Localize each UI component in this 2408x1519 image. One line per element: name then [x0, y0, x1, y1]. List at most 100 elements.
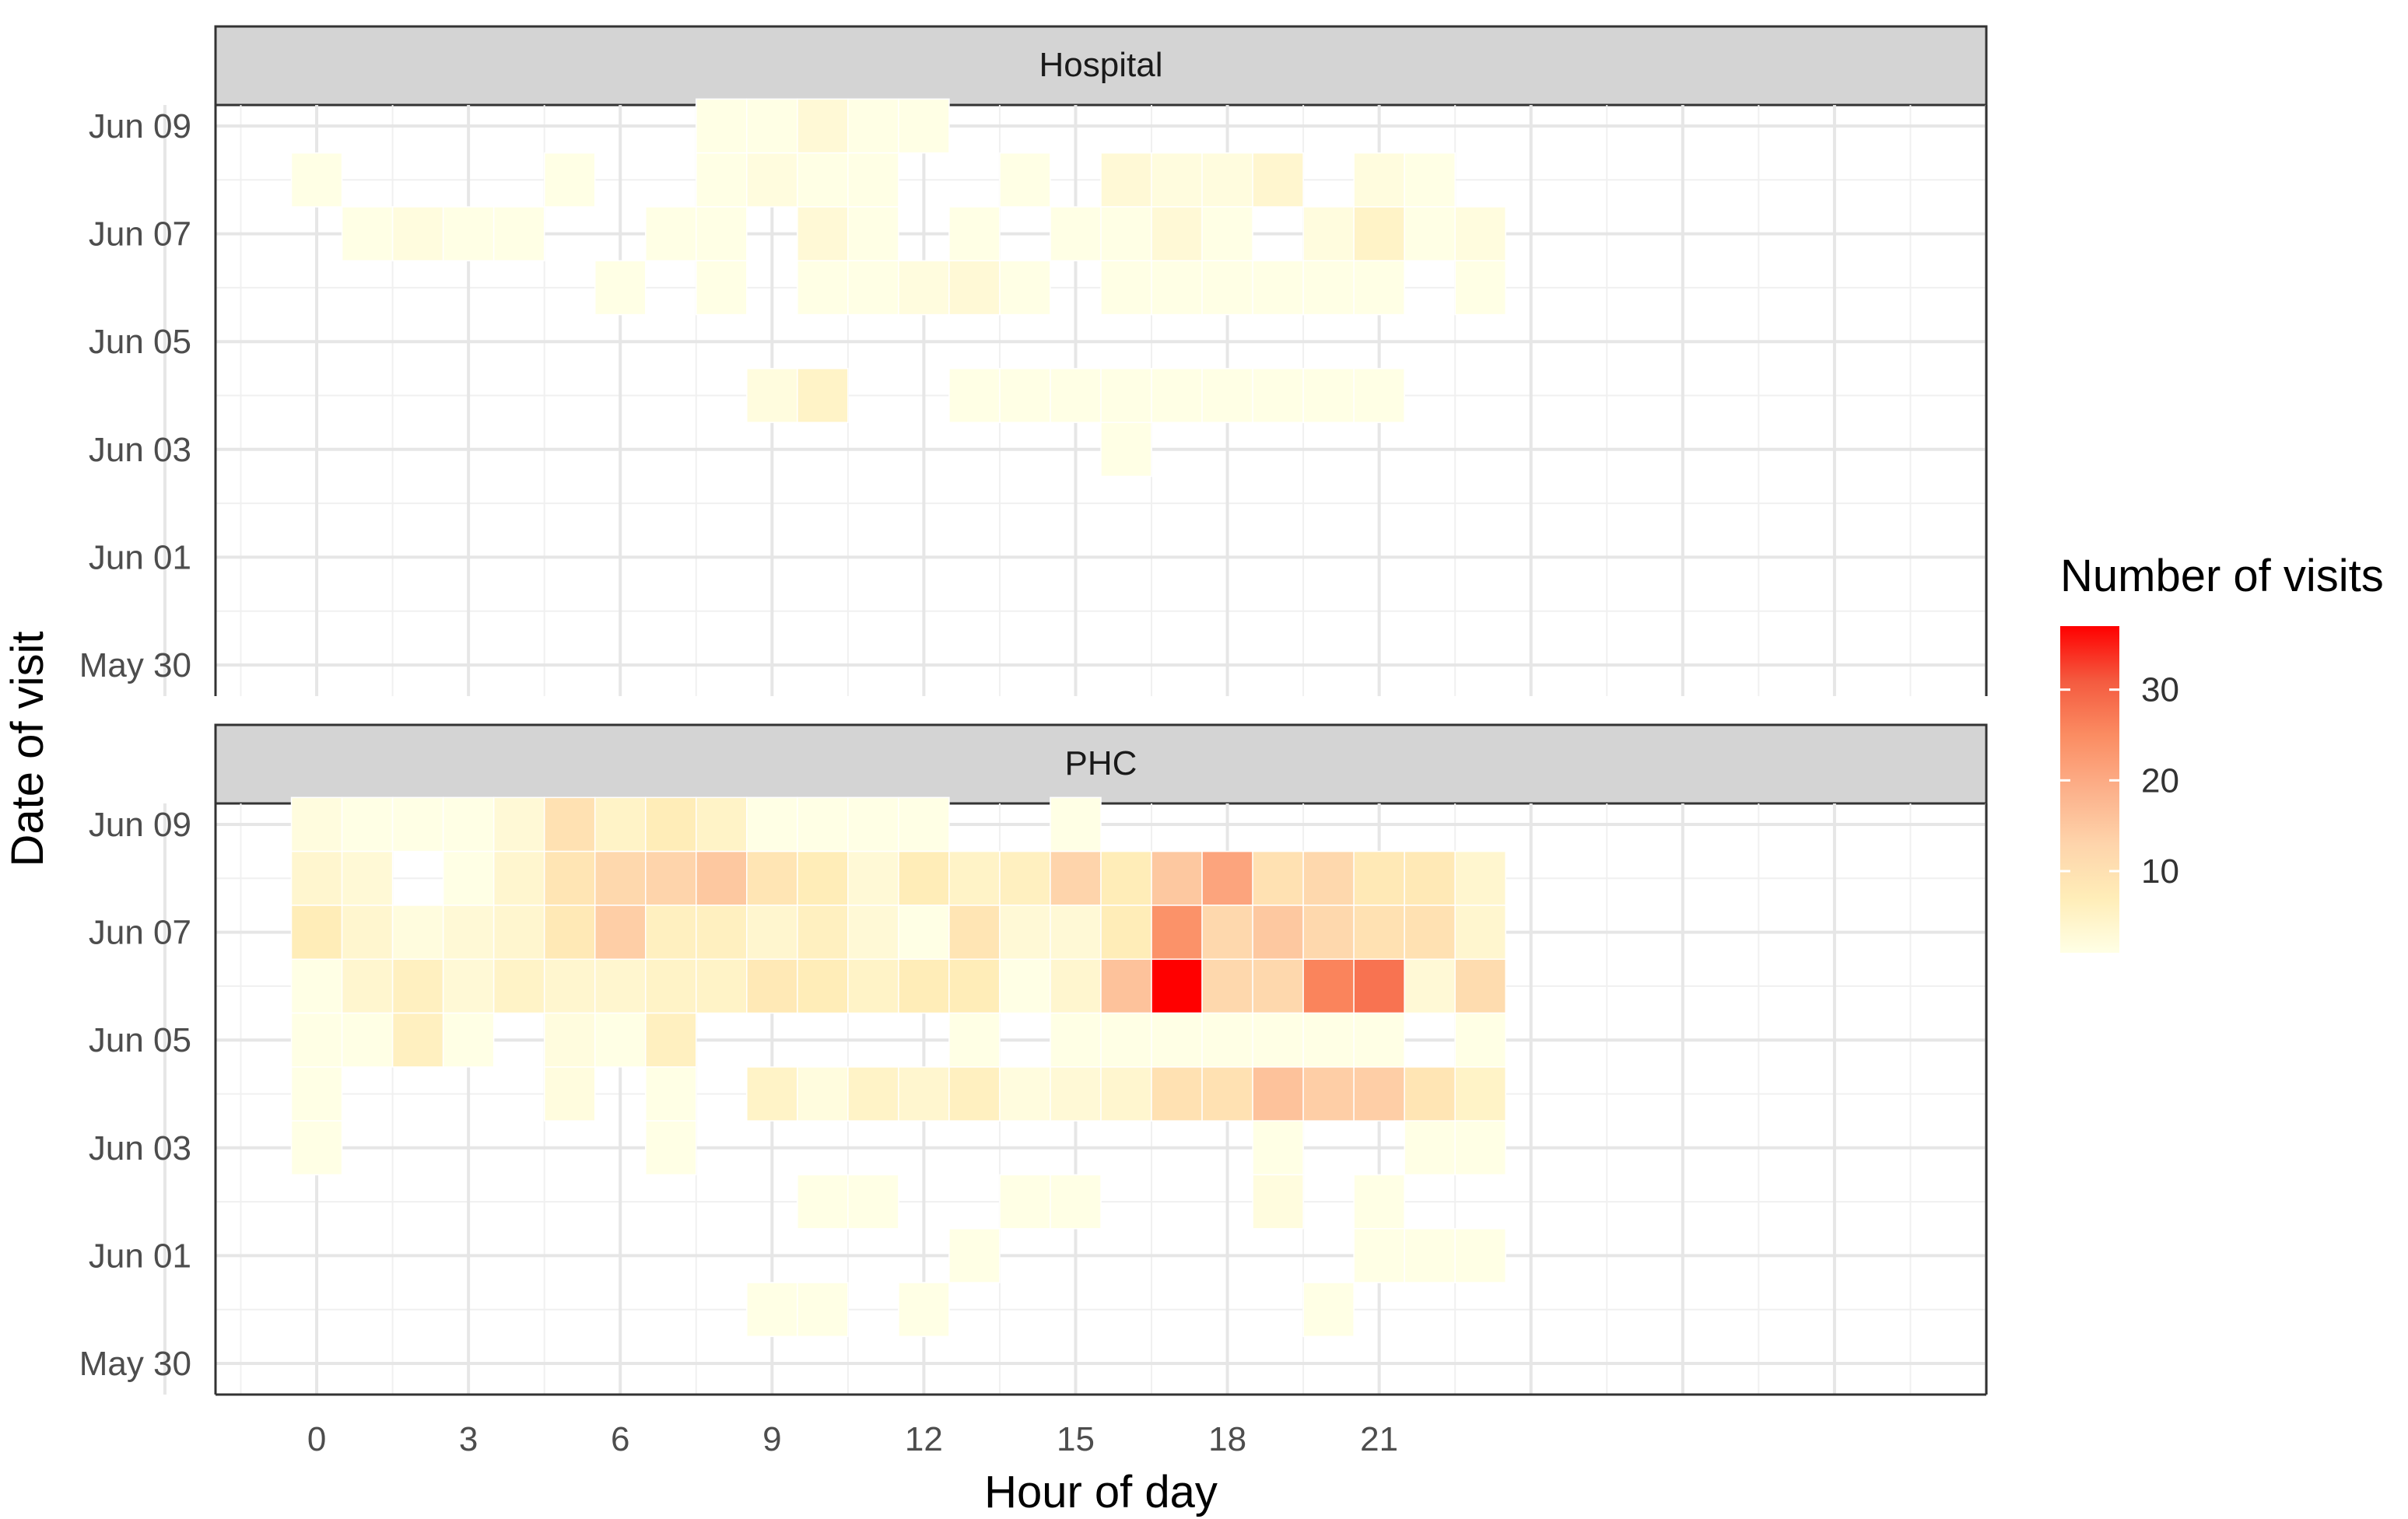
heatmap-cell	[1252, 958, 1304, 1014]
y-tick-label: Jun 07	[89, 215, 191, 254]
heatmap-cell	[1454, 850, 1506, 906]
heatmap-cell	[847, 98, 899, 154]
heatmap-cell	[1151, 1066, 1203, 1122]
heatmap-cell	[492, 905, 545, 960]
heatmap-cell	[847, 1066, 899, 1122]
legend-tick-label: 10	[2141, 852, 2179, 891]
heatmap-cell	[746, 368, 798, 423]
x-tick-label: 18	[1208, 1420, 1246, 1458]
heatmap-cell	[1151, 958, 1203, 1014]
heatmap-cell	[391, 905, 444, 960]
heatmap-cell	[391, 958, 444, 1014]
heatmap-cell	[746, 98, 798, 154]
y-tick-label: May 30	[79, 1345, 191, 1383]
heatmap-cell	[1302, 1012, 1355, 1068]
heatmap-cell	[797, 850, 849, 906]
heatmap-cell	[948, 368, 1001, 423]
y-tick-label: Jun 05	[89, 323, 191, 361]
heatmap-cell	[1302, 368, 1355, 423]
heatmap-cell	[644, 206, 697, 262]
legend-tick-label: 30	[2141, 671, 2179, 709]
heatmap-cell	[1100, 152, 1152, 208]
legend-tick-label: 20	[2141, 761, 2179, 800]
heatmap-cell	[1302, 850, 1355, 906]
heatmap-cell	[1302, 260, 1355, 316]
heatmap-cell	[898, 850, 950, 906]
heatmap-cell	[1404, 905, 1456, 960]
heatmap-cell	[746, 905, 798, 960]
heatmap-cell	[1454, 1228, 1506, 1283]
heatmap-cell	[847, 850, 899, 906]
heatmap-cell	[746, 796, 798, 852]
heatmap-cell	[746, 958, 798, 1014]
heatmap-cell	[696, 796, 748, 852]
heatmap-cell	[1201, 260, 1253, 316]
heatmap-cell	[1100, 422, 1152, 478]
heatmap-cell	[290, 850, 343, 906]
heatmap-cell	[1151, 206, 1203, 262]
heatmap-cell	[594, 1012, 647, 1068]
legend-ticks: 10 20 30	[2060, 671, 2179, 891]
y-axis-title: Date of visit	[2, 632, 53, 867]
heatmap-cell	[1302, 206, 1355, 262]
heatmap-cell	[1050, 958, 1102, 1014]
heatmap-cell	[1151, 260, 1203, 316]
heatmap-cell	[1454, 958, 1506, 1014]
heatmap-cell	[644, 958, 697, 1014]
heatmap-cell	[1404, 152, 1456, 208]
x-ticks: 0 3 6 9 12 15 18 21	[307, 1420, 1398, 1458]
heatmap-cell	[948, 1066, 1001, 1122]
heatmap-cell	[1454, 1120, 1506, 1176]
heatmap-cell	[847, 260, 899, 316]
heatmap-cell	[1050, 796, 1102, 852]
heatmap-cell	[999, 1066, 1051, 1122]
y-tick-label: Jun 09	[89, 806, 191, 844]
heatmap-cell	[442, 850, 495, 906]
heatmap-cell	[290, 1012, 343, 1068]
panel-phc: PHC May 30 Jun 01 Jun 03 Jun 05 Jun 07 Jun 09	[79, 723, 1988, 1395]
x-tick-label: 9	[762, 1420, 781, 1458]
heatmap-cell	[847, 206, 899, 262]
heatmap-cell	[543, 796, 596, 852]
y-tick-label: May 30	[79, 646, 191, 684]
heatmap-cell	[1353, 1174, 1405, 1230]
heatmap-cell	[1100, 260, 1152, 316]
heatmap-cell	[290, 152, 343, 208]
heatmap-cell	[746, 1282, 798, 1338]
heatmap-cell	[543, 850, 596, 906]
y-tick-label: Jun 05	[89, 1021, 191, 1059]
heatmap-cell	[1404, 1066, 1456, 1122]
heatmap-cell	[442, 958, 495, 1014]
heatmap-cell	[1252, 368, 1304, 423]
heatmap-cell	[644, 1066, 697, 1122]
heatmap-cell	[1100, 850, 1152, 906]
heatmap-cell	[594, 958, 647, 1014]
heatmap-cell	[746, 152, 798, 208]
heatmap-cell	[543, 1012, 596, 1068]
heatmap-cell	[696, 850, 748, 906]
heatmap-cell	[999, 850, 1051, 906]
heatmap-cell	[644, 905, 697, 960]
heatmap-cell	[442, 796, 495, 852]
heatmap-cell	[1201, 368, 1253, 423]
heatmap-cell	[847, 1174, 899, 1230]
heatmap-cell	[1151, 905, 1203, 960]
heatmap-cell	[746, 1066, 798, 1122]
heatmap-cell	[341, 958, 394, 1014]
heatmap-cell	[1353, 850, 1405, 906]
y-tick-label: Jun 01	[89, 538, 191, 576]
heatmap-cell	[1454, 260, 1506, 316]
heatmap-cell	[847, 958, 899, 1014]
heatmap-cell	[1252, 905, 1304, 960]
heatmap-cell	[1353, 368, 1405, 423]
heatmap-cell	[1252, 1120, 1304, 1176]
heatmap-cell	[696, 905, 748, 960]
x-tick-label: 0	[307, 1420, 326, 1458]
heatmap-cell	[1100, 1012, 1152, 1068]
heatmap-cell	[391, 206, 444, 262]
heatmap-cell	[1050, 206, 1102, 262]
heatmap-cell	[1151, 850, 1203, 906]
heatmap-cell	[797, 796, 849, 852]
heatmap-cell	[492, 850, 545, 906]
heatmap-cell	[1252, 260, 1304, 316]
